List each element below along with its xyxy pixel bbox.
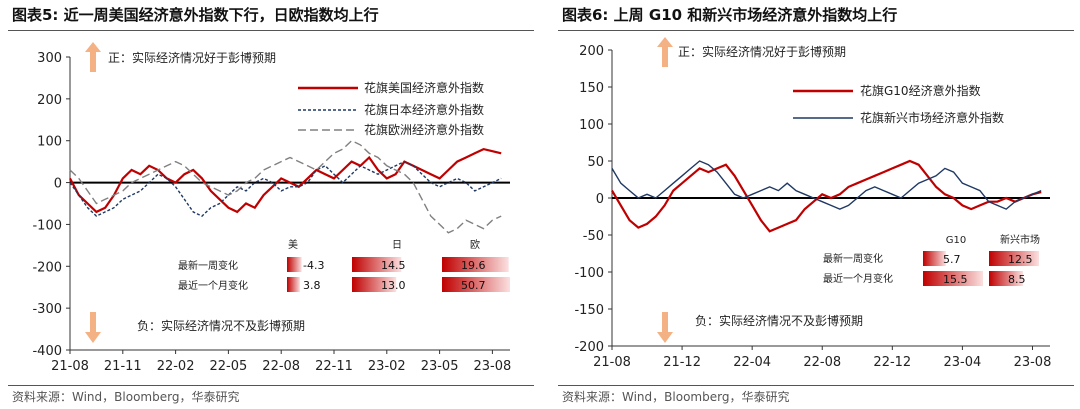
x-tick-label: 23-02 <box>368 359 406 374</box>
table-col-europe: 欧 <box>470 239 480 251</box>
table-bar <box>923 271 983 286</box>
table-bar <box>989 251 1039 266</box>
table-bars-left <box>287 257 510 292</box>
y-tick-label: 0 <box>54 177 62 192</box>
y-tick-label: -100 <box>574 266 604 281</box>
table-row-label-month: 最近一个月变化 <box>178 279 248 292</box>
source-note-right: 资料来源：Wind，Bloomberg，华泰研究 <box>562 390 790 404</box>
series-line-1 <box>69 160 502 217</box>
source-note-left: 资料来源：Wind，Bloomberg，华泰研究 <box>12 390 240 404</box>
bottom-divider-right <box>558 385 1074 386</box>
x-tick-label: 21-11 <box>104 359 142 374</box>
up-arrow-icon <box>85 42 101 72</box>
plot-area: -200 -150 -100 -50 0 50 100 150 200 21-08 21-12 22-… <box>574 44 1051 370</box>
up-arrow-icon <box>657 37 673 67</box>
x-tick-label: 21-12 <box>663 355 701 370</box>
table-bar <box>287 257 302 272</box>
y-tick-label: -300 <box>32 302 62 317</box>
legend-label-japan: 花旗日本经济意外指数 <box>364 102 484 117</box>
down-arrow-icon <box>657 312 673 343</box>
table-row-label-week: 最新一周变化 <box>178 259 238 272</box>
y-tick-label: -50 <box>583 229 604 244</box>
table-value-em-week: 12.5 <box>1008 253 1033 266</box>
chart-panel-right: 图表6: 上周 G10 和新兴市场经济意外指数均上行 -200 -150 -100-… <box>550 0 1080 409</box>
x-tick-label: 22-05 <box>210 359 248 374</box>
table-col-us: 美 <box>288 238 298 251</box>
note-positive-left: 正：实际经济情况好于彭博预期 <box>108 50 276 65</box>
table-row-label-week: 最新一周变化 <box>823 252 883 265</box>
series-line-0 <box>611 159 1042 233</box>
chart-panel-left: 图表5: 近一周美国经济意外指数下行，日欧指数均上行 -400 -300 -200-… <box>8 6 534 404</box>
table-col-em: 新兴市场 <box>1000 233 1040 246</box>
chart-title-right: 图表6: 上周 G10 和新兴市场经济意外指数均上行 <box>562 6 898 24</box>
y-tick-label: -200 <box>574 340 604 355</box>
chart-svg-left: -400 -300 -200 -100 0 100 200 300 21-08 21-11 22-0… <box>32 42 511 374</box>
legend-label-em: 花旗新兴市场经济意外指数 <box>860 110 1004 125</box>
series-line-1 <box>611 160 1042 210</box>
legend-label-g10: 花旗G10经济意外指数 <box>860 83 981 98</box>
x-tick-label: 21-08 <box>51 359 89 374</box>
table-col-japan: 日 <box>392 240 402 251</box>
y-tick-label: -100 <box>32 218 62 233</box>
title-divider-right <box>558 30 1074 31</box>
x-tick-label: 22-11 <box>315 359 353 374</box>
x-tick-label: 22-12 <box>873 355 911 370</box>
x-tick-label: 22-08 <box>262 359 300 374</box>
x-tick-label: 22-08 <box>803 355 841 370</box>
legend-label-us: 花旗美国经济意外指数 <box>364 80 484 95</box>
bottom-divider-left <box>8 385 534 386</box>
x-tick-label: 23-05 <box>421 359 459 374</box>
y-tick-label: 200 <box>579 44 604 59</box>
table-bar <box>352 257 402 272</box>
series-line-2 <box>69 139 502 234</box>
table-bar <box>442 257 509 272</box>
x-tick-label: 23-08 <box>474 359 512 374</box>
chart-svg-right: -200 -150 -100 -50 0 50 100 150 200 21-08 21-12 22-… <box>574 37 1051 370</box>
table-bar <box>442 277 510 292</box>
y-tick-label: 150 <box>579 81 604 96</box>
table-bar <box>287 277 300 292</box>
table-value-europe-month: 50.7 <box>461 279 486 292</box>
y-tick-label: -200 <box>32 260 62 275</box>
y-tick-label: -400 <box>32 344 62 359</box>
table-value-em-month: 8.5 <box>1008 273 1026 286</box>
y-tick-label: 0 <box>596 192 604 207</box>
table-value-europe-week: 19.6 <box>461 259 486 272</box>
legend-label-europe: 花旗欧洲经济意外指数 <box>364 122 484 137</box>
down-arrow-icon <box>85 312 101 343</box>
y-tick-label: 100 <box>579 118 604 133</box>
table-value-g10-week: 5.7 <box>943 253 961 266</box>
plot-area: -400 -300 -200 -100 0 100 200 300 21-08 21-11 22-0… <box>32 51 511 374</box>
x-tick-label: 21-08 <box>593 355 631 370</box>
series-line-0 <box>69 147 502 214</box>
y-tick-label: -150 <box>574 303 604 318</box>
table-value-us-week: -4.3 <box>303 259 324 272</box>
chart-title-left: 图表5: 近一周美国经济意外指数下行，日欧指数均上行 <box>12 6 379 24</box>
table-value-japan-week: 14.5 <box>381 259 406 272</box>
table-row-label-month: 最近一个月变化 <box>823 272 893 285</box>
table-bar <box>923 251 946 266</box>
y-tick-label: 300 <box>37 51 62 66</box>
x-tick-label: 23-04 <box>944 355 982 370</box>
x-tick-label: 22-02 <box>157 359 195 374</box>
table-value-g10-month: 15.5 <box>943 273 968 286</box>
note-positive-right: 正：实际经济情况好于彭博预期 <box>678 44 846 59</box>
title-divider-left <box>8 30 534 31</box>
table-bars-right <box>923 251 1039 286</box>
y-tick-label: 200 <box>37 93 62 108</box>
table-bar <box>352 277 397 292</box>
note-negative-right: 负：实际经济情况不及彭博预期 <box>695 313 863 328</box>
table-value-us-month: 3.8 <box>303 279 321 292</box>
table-bar <box>989 271 1023 286</box>
y-tick-label: 100 <box>37 135 62 150</box>
x-tick-label: 22-04 <box>733 355 771 370</box>
x-tick-label: 23-08 <box>1014 355 1052 370</box>
y-tick-label: 50 <box>587 155 604 170</box>
note-negative-left: 负：实际经济情况不及彭博预期 <box>137 318 305 333</box>
table-value-japan-month: 13.0 <box>381 279 406 292</box>
table-col-g10: G10 <box>946 235 966 246</box>
